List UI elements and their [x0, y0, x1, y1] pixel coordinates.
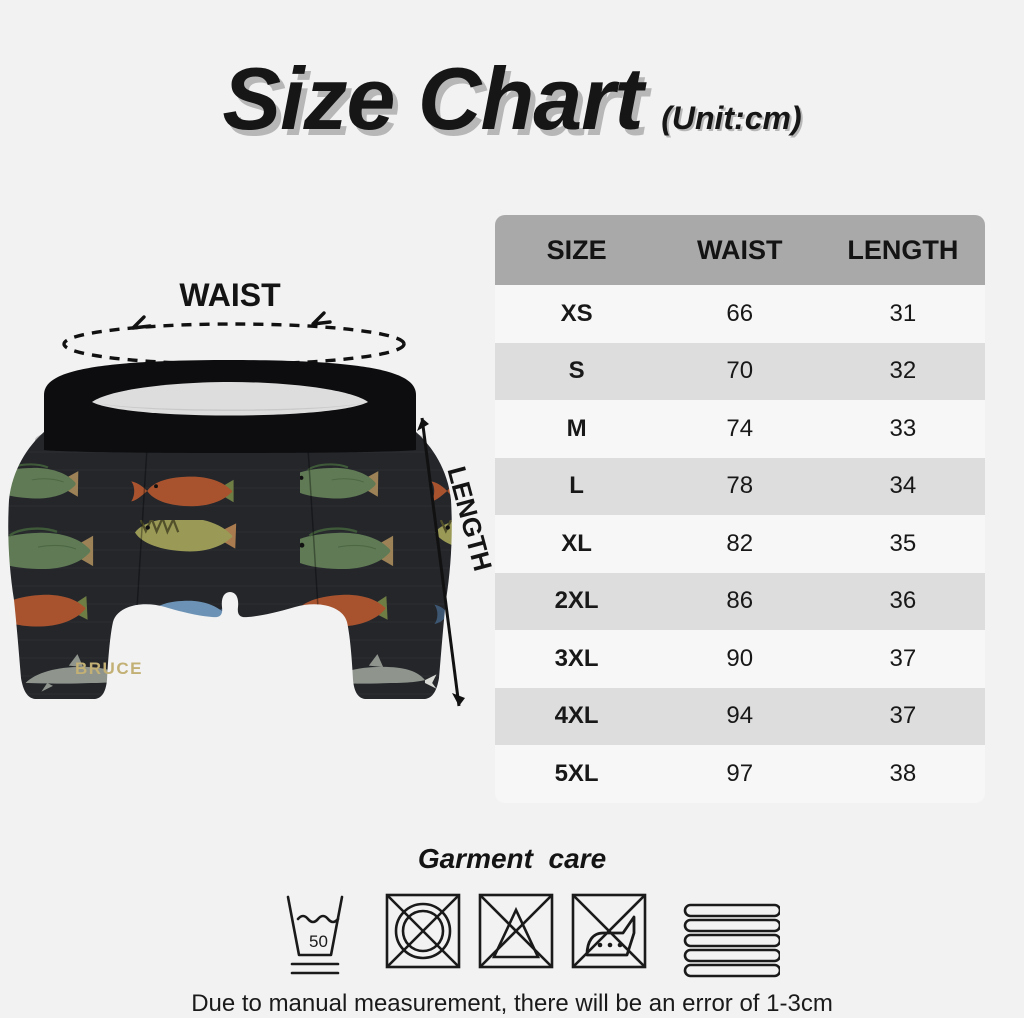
svg-text:BRUCE: BRUCE — [75, 659, 143, 678]
